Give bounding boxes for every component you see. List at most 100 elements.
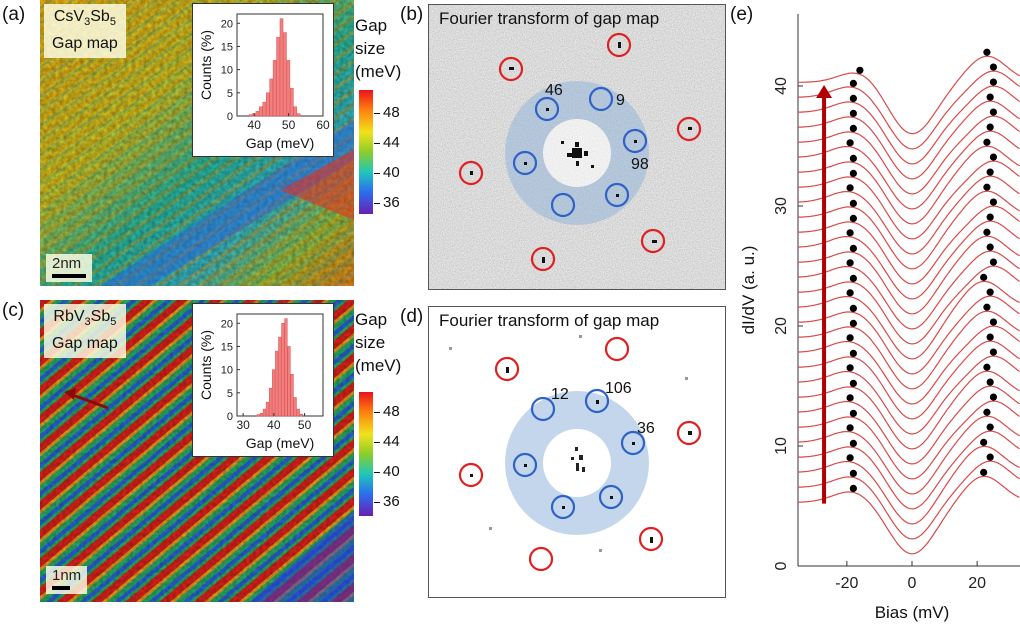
colorbar-bottom-tick: 44 <box>374 433 400 450</box>
cs-histogram-ytick-label: 0 <box>227 111 233 123</box>
left-peak-marker <box>849 379 857 388</box>
left-peak-marker <box>849 469 857 478</box>
colorbar-top-tick: 40 <box>374 164 400 181</box>
spectrum-curve <box>797 70 1020 150</box>
right-peak-marker <box>989 348 998 356</box>
right-peak-marker <box>986 333 994 341</box>
rb-histogram-ytick-label: 5 <box>227 388 233 400</box>
spectrum-curve <box>797 415 1020 495</box>
rb-histogram-ytick-label: 20 <box>221 318 233 330</box>
right-peak-marker <box>986 423 994 431</box>
right-peak-marker <box>983 48 991 56</box>
rb-histogram-xtick-label: 40 <box>267 418 281 432</box>
rb-histogram-bar <box>275 350 279 417</box>
cs-histogram-bar <box>265 92 270 117</box>
cs-histogram-bar <box>269 78 273 117</box>
left-peak-marker <box>849 439 857 448</box>
colorbar-top-tick: 44 <box>374 134 400 151</box>
cs-gap-map-caption: Gap map <box>52 35 118 53</box>
spectrum-curve <box>797 295 1020 375</box>
spectrum-curve <box>797 205 1020 285</box>
cs-histogram-bar <box>255 111 260 117</box>
rb-histogram-bar <box>290 374 294 417</box>
cs-fft-peak-label: 98 <box>631 156 649 173</box>
spectra-xlabel: Bias (mV) <box>875 603 950 622</box>
colorbar-top-title-1: Gap <box>355 16 388 35</box>
left-peak-marker <box>849 124 857 133</box>
right-peak-marker <box>986 288 994 296</box>
right-peak-marker <box>986 123 994 131</box>
cs-histogram-xtick-label: 60 <box>316 118 330 132</box>
cs-gap-map-title: CsV3Sb5 Gap map <box>44 4 126 59</box>
rb-fft-title: Fourier transform of gap map <box>439 311 660 330</box>
rb-histogram-bar <box>272 369 276 417</box>
right-peak-marker <box>989 153 998 161</box>
left-peak-marker <box>849 79 857 88</box>
right-peak-marker <box>989 63 998 71</box>
left-peak-marker <box>849 109 857 118</box>
colorbar-top-tick: 48 <box>374 104 400 121</box>
spectrum-curve <box>797 280 1020 360</box>
rb-formula-part2: Sb <box>90 308 111 325</box>
rb-histogram-bar <box>269 387 273 417</box>
colorbar-bottom-title: Gap size (meV) <box>355 308 401 377</box>
colorbar-top-title-2: size <box>355 39 386 58</box>
left-peak-marker <box>849 154 857 163</box>
colorbar-bottom-title-3: (meV) <box>355 356 402 375</box>
cs-histogram-ylabel: Counts (%) <box>198 30 214 100</box>
rb-histogram-bar <box>278 336 282 417</box>
rb-histogram-ytick-label: 10 <box>221 365 233 377</box>
rb-histogram-bar <box>287 346 291 417</box>
rb-histogram-ytick-label: 15 <box>221 341 233 353</box>
spectrum-curve <box>797 190 1020 270</box>
left-peak-marker <box>849 274 857 283</box>
cs-formula-sub2: 5 <box>109 16 116 29</box>
spectrum-curve <box>797 445 1020 525</box>
panel-a-label: (a) <box>2 4 26 25</box>
rb-gap-map-title: RbV3Sb5 Gap map <box>44 304 126 359</box>
spectrum-curve <box>797 220 1020 300</box>
right-peak-marker <box>980 438 988 446</box>
spectra-xtick-label: -20 <box>835 575 858 592</box>
rb-histogram-bar <box>293 397 297 417</box>
colorbar-bottom-tick: 40 <box>374 463 400 480</box>
rb-histogram-bar <box>296 408 300 417</box>
colorbar-top-title-3: (meV) <box>355 62 402 81</box>
left-peak-marker <box>846 259 854 267</box>
right-peak-marker <box>989 78 998 86</box>
spectrum-curve <box>797 250 1020 330</box>
left-peak-marker <box>846 139 854 147</box>
cs-fft-peak-label: 46 <box>545 82 563 99</box>
rb-fft-peak-label: 106 <box>605 380 632 397</box>
cs-histogram-bar <box>293 106 298 117</box>
cs-histogram-ytick-label: 10 <box>221 65 233 77</box>
rb-histogram-bar <box>281 323 285 417</box>
spectrum-curve <box>797 325 1020 405</box>
panel-c-label: (c) <box>2 300 25 321</box>
spectrum-curve <box>797 355 1020 435</box>
left-peak-marker <box>846 184 854 192</box>
right-peak-marker <box>986 168 994 176</box>
panel-e-label: (e) <box>730 4 754 25</box>
cs-formula-part2: Sb <box>90 8 110 25</box>
right-peak-marker <box>983 138 991 146</box>
cs-scalebar-bar <box>52 274 86 278</box>
cs-histogram-bar <box>283 32 287 117</box>
rb-gap-map-caption: Gap map <box>52 335 118 353</box>
left-peak-marker <box>846 289 854 297</box>
cs-histogram-xtick-label: 40 <box>248 118 262 132</box>
panel-d-label: (d) <box>400 306 424 327</box>
rb-histogram-xtick-label: 30 <box>236 418 250 432</box>
spectrum-curve <box>797 370 1020 450</box>
rb-histogram-bar <box>299 413 303 417</box>
cs-histogram-inset: 0 5 10 15 20 40 50 60 Gap (meV) Counts (%) <box>192 3 334 157</box>
left-peak-marker <box>846 424 854 432</box>
left-peak-marker <box>846 229 854 237</box>
right-peak-marker <box>989 318 998 326</box>
colorbar-bottom <box>359 392 373 516</box>
left-peak-marker <box>846 454 854 462</box>
spectrum-curve <box>797 145 1020 225</box>
spectra-ytick-label: 0 <box>773 561 790 570</box>
spectra-xtick-label: 20 <box>968 575 986 592</box>
right-peak-marker <box>983 408 991 416</box>
